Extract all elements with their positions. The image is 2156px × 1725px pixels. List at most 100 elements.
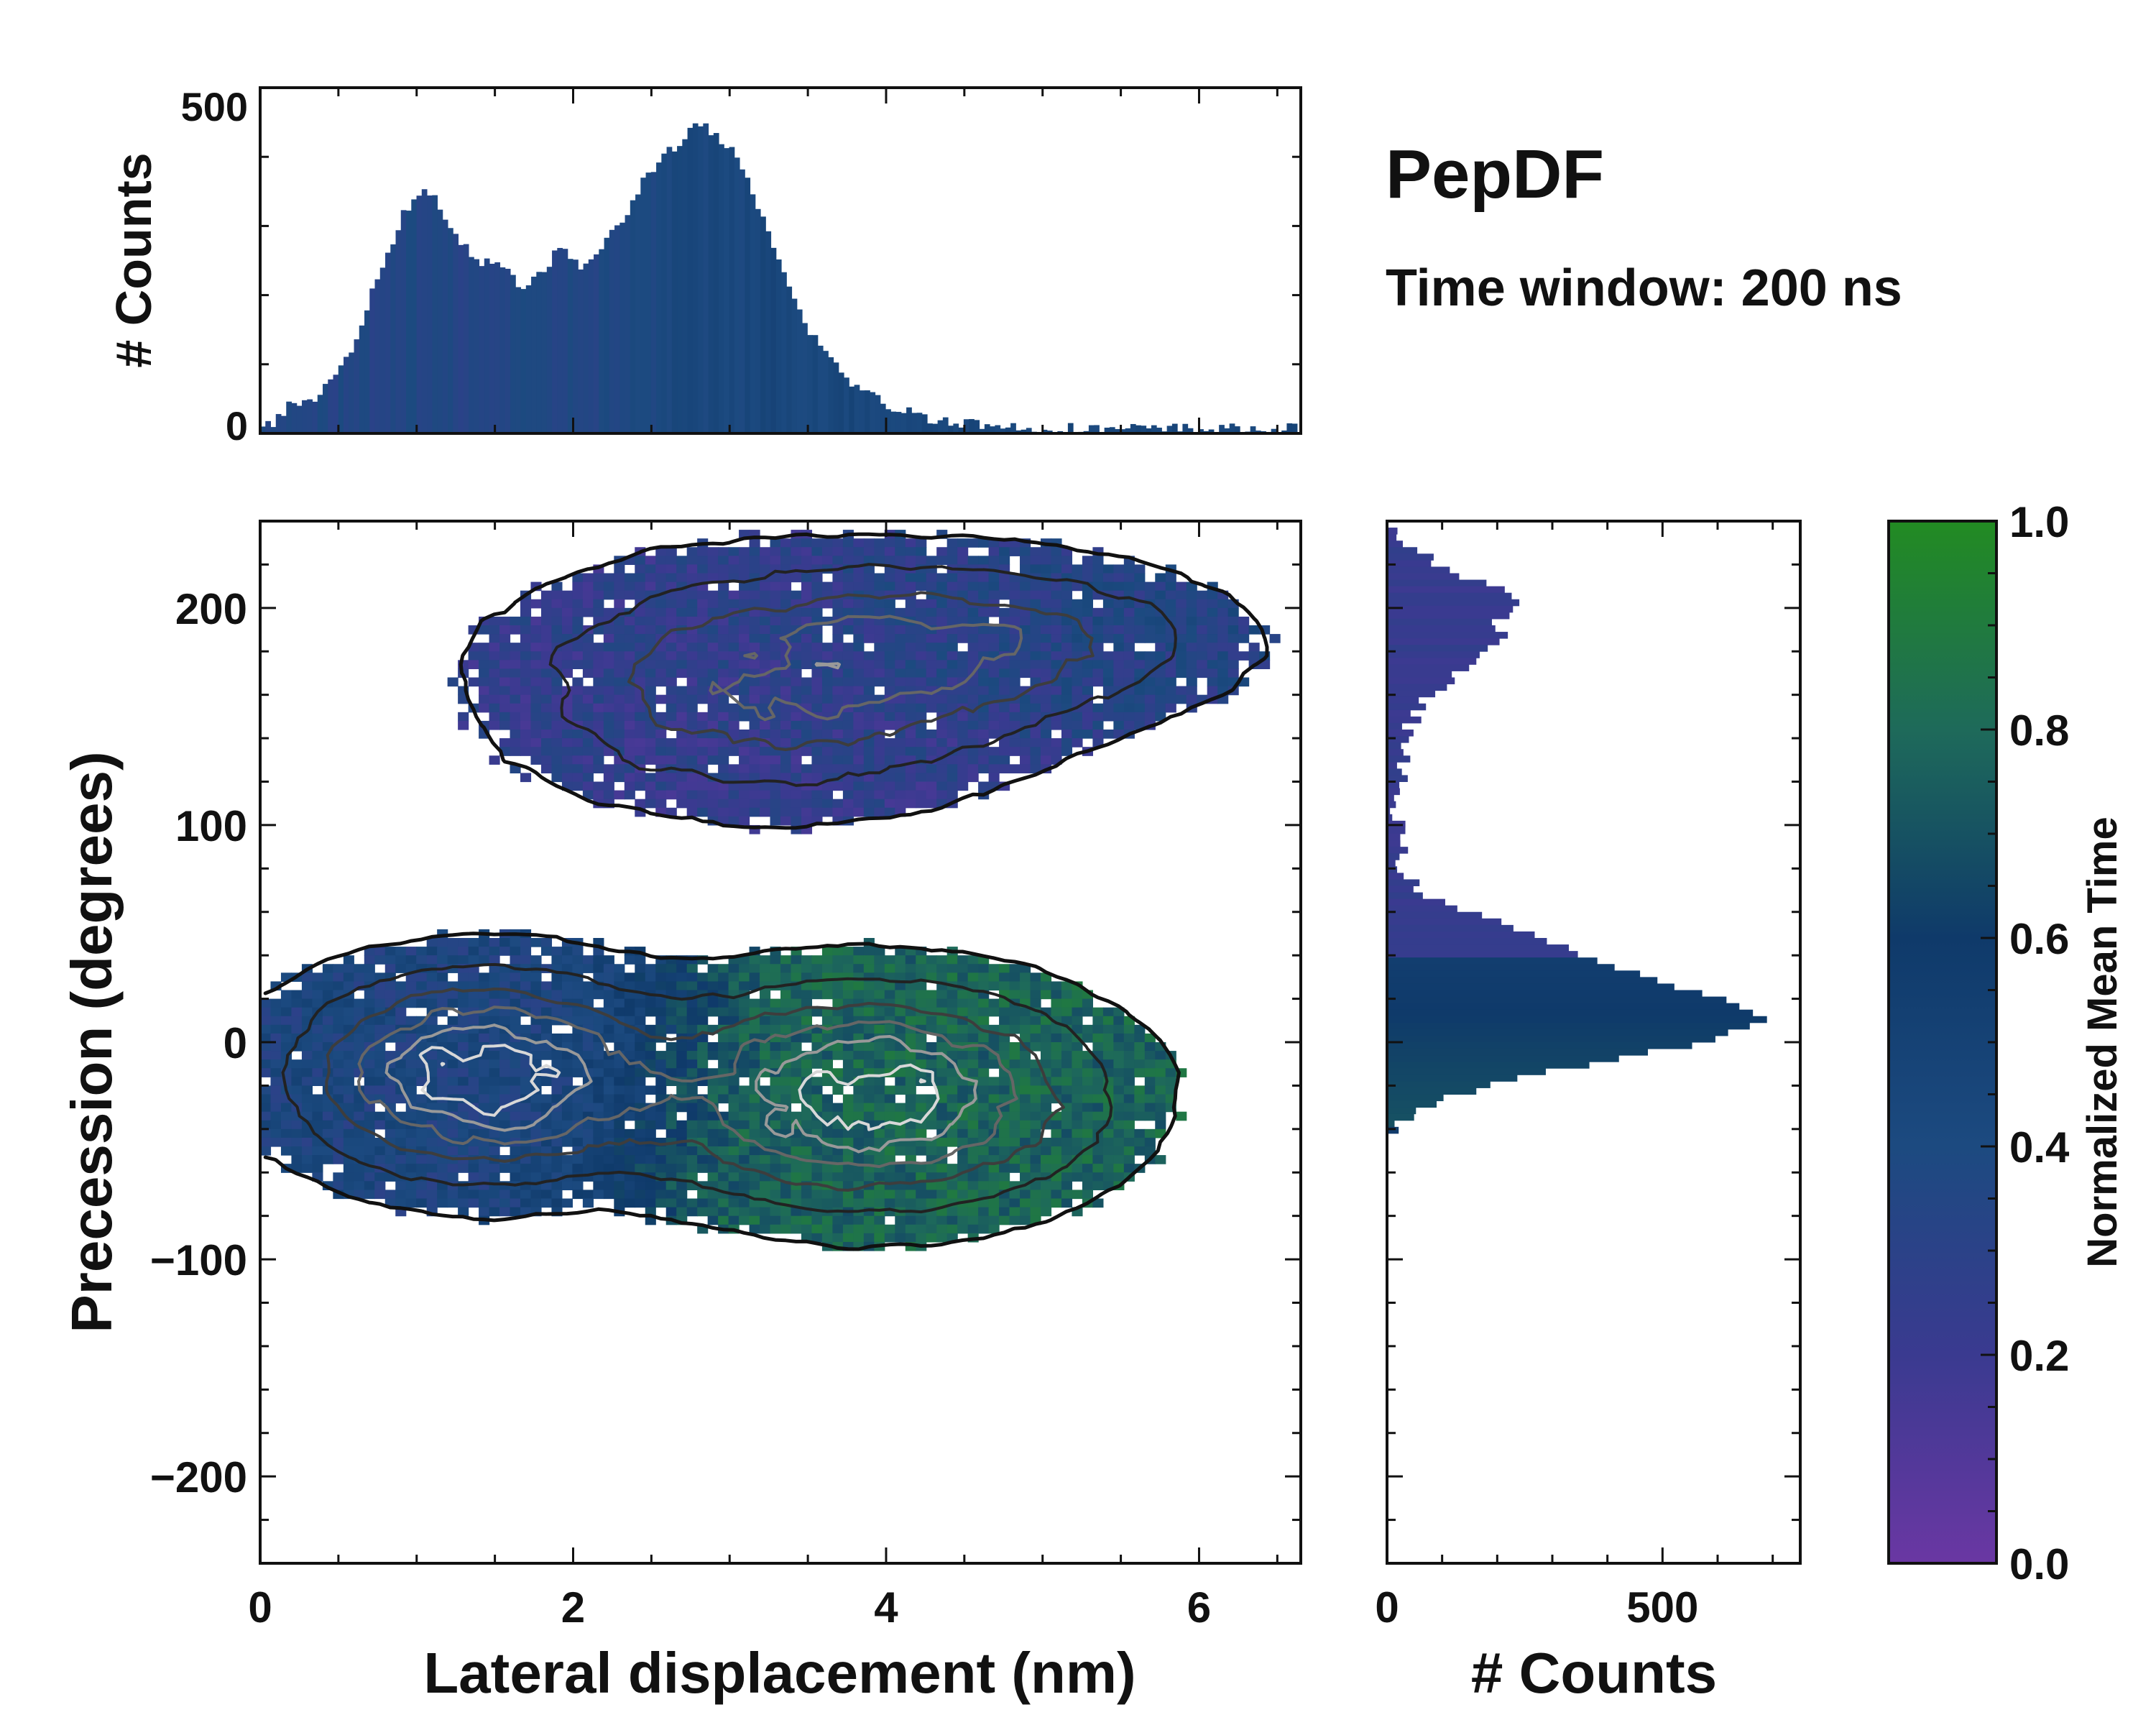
heatmap-cell <box>1020 1120 1031 1130</box>
heatmap-cell <box>1238 616 1250 626</box>
heatmap-cell <box>978 677 990 687</box>
heatmap-cell <box>540 764 553 774</box>
top-bar <box>880 403 886 433</box>
heatmap-cell <box>665 1007 677 1017</box>
heatmap-cell <box>832 1103 844 1113</box>
heatmap-cell <box>1041 599 1052 609</box>
heatmap-cell <box>1227 668 1239 678</box>
heatmap-cell <box>801 590 813 600</box>
heatmap-cell <box>1061 1128 1073 1138</box>
heatmap-cell <box>988 1164 1000 1173</box>
heatmap-cell <box>1207 634 1218 643</box>
heatmap-cell <box>1009 660 1021 670</box>
heatmap-cell <box>614 1094 625 1104</box>
heatmap-cell <box>1165 1068 1176 1077</box>
heatmap-cell <box>1020 651 1031 661</box>
top-bar <box>270 427 277 433</box>
right-bar <box>1387 618 1492 626</box>
heatmap-cell <box>718 790 729 800</box>
heatmap-cell <box>645 773 656 783</box>
heatmap-cell <box>791 1215 802 1225</box>
heatmap-cell <box>1113 573 1125 583</box>
heatmap-cell <box>874 651 885 661</box>
heatmap-cell <box>499 668 511 678</box>
right-bar <box>1387 853 1400 860</box>
top-bar <box>906 407 912 433</box>
heatmap-cell <box>978 1007 990 1017</box>
heatmap-cell <box>489 938 500 947</box>
heatmap-cell <box>572 981 584 991</box>
heatmap-cell <box>635 1164 646 1173</box>
heatmap-cell <box>343 1137 354 1147</box>
heatmap-cell <box>1009 616 1021 626</box>
heatmap-cell <box>635 1085 646 1095</box>
heatmap-cell <box>1113 703 1125 713</box>
top-bar <box>281 415 287 433</box>
heatmap-cell <box>1217 643 1229 652</box>
heatmap-cell <box>1009 1207 1021 1217</box>
heatmap-cell <box>665 1198 677 1208</box>
heatmap-cell <box>1123 607 1135 617</box>
heatmap-cell <box>1020 1155 1031 1164</box>
heatmap-cell <box>946 1207 958 1217</box>
heatmap-cell <box>426 1164 438 1173</box>
heatmap-cell <box>1061 1111 1073 1121</box>
heatmap-cell <box>1082 720 1093 730</box>
top-bar <box>338 365 344 433</box>
heatmap-cell <box>811 990 823 1000</box>
heatmap-cell <box>946 998 958 1008</box>
heatmap-cell <box>853 947 865 956</box>
heatmap-cell <box>458 1085 469 1095</box>
top-bar <box>265 420 271 433</box>
top-bar <box>1109 427 1115 433</box>
heatmap-cell <box>437 1051 448 1060</box>
heatmap-cell <box>1123 1146 1135 1156</box>
heatmap-cell <box>635 730 646 739</box>
heatmap-cell <box>1009 677 1021 687</box>
heatmap-cell <box>510 720 521 730</box>
heatmap-cell <box>510 616 521 626</box>
heatmap-cell <box>582 764 594 774</box>
heatmap-cell <box>707 1007 719 1017</box>
heatmap-cell <box>572 1068 584 1077</box>
heatmap-cell <box>988 998 1000 1008</box>
heatmap-cell <box>1217 660 1229 670</box>
heatmap-cell <box>624 1181 635 1191</box>
heatmap-cell <box>853 1128 865 1138</box>
heatmap-cell <box>593 643 604 652</box>
heatmap-cell <box>1051 590 1062 600</box>
heatmap-cell <box>1102 599 1114 609</box>
heatmap-cell <box>895 738 906 748</box>
heatmap-cell <box>718 1033 729 1043</box>
heatmap-cell <box>447 1042 459 1052</box>
top-bar <box>510 275 516 433</box>
heatmap-cell <box>957 625 969 635</box>
heatmap-cell <box>697 634 709 643</box>
heatmap-cell <box>635 590 646 600</box>
heatmap-cell <box>530 938 542 947</box>
heatmap-cell <box>655 790 667 800</box>
heatmap-cell <box>479 1016 490 1026</box>
heatmap-cell <box>655 1111 667 1121</box>
heatmap-cell <box>895 747 906 756</box>
heatmap-cell <box>770 590 781 600</box>
heatmap-cell <box>874 1042 885 1052</box>
heatmap-cell <box>707 1051 719 1060</box>
heatmap-cell <box>395 1155 407 1164</box>
heatmap-cell <box>999 634 1010 643</box>
heatmap-cell <box>686 755 698 765</box>
heatmap-cell <box>364 955 375 965</box>
heatmap-cell <box>479 1164 490 1173</box>
heatmap-cell <box>967 1059 979 1069</box>
heatmap-cell <box>645 998 656 1008</box>
right-bar <box>1387 579 1487 587</box>
heatmap-cell <box>967 556 979 566</box>
heatmap-cell <box>811 607 823 617</box>
heatmap-cell <box>676 773 688 783</box>
heatmap-cell <box>1092 1042 1104 1052</box>
heatmap-cell <box>1020 616 1031 626</box>
heatmap-cell <box>780 720 792 730</box>
heatmap-cell <box>655 738 667 748</box>
top-bar <box>1135 425 1141 433</box>
heatmap-cell <box>760 686 771 696</box>
